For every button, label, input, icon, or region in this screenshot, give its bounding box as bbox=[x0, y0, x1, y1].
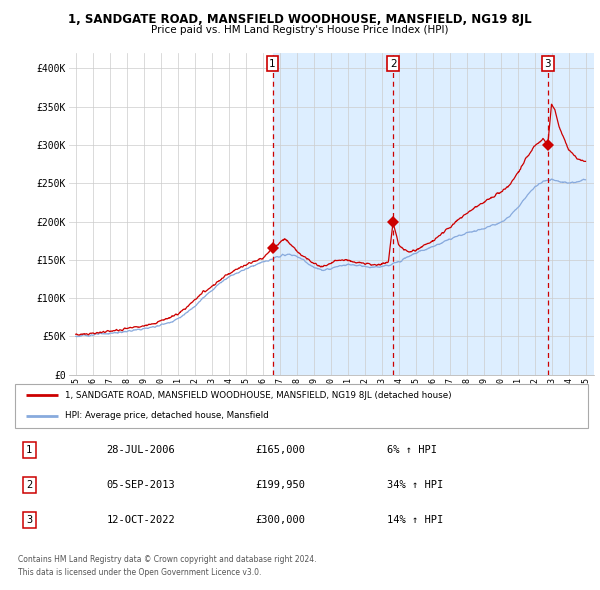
Text: 05-SEP-2013: 05-SEP-2013 bbox=[107, 480, 175, 490]
Bar bbox=[272, 53, 393, 375]
Bar bbox=[548, 53, 594, 375]
FancyBboxPatch shape bbox=[15, 384, 588, 428]
Text: £199,950: £199,950 bbox=[256, 480, 305, 490]
Text: 12-OCT-2022: 12-OCT-2022 bbox=[107, 515, 175, 525]
Text: Contains HM Land Registry data © Crown copyright and database right 2024.: Contains HM Land Registry data © Crown c… bbox=[18, 555, 317, 563]
Bar bbox=[393, 53, 548, 375]
Text: 28-JUL-2006: 28-JUL-2006 bbox=[107, 445, 175, 455]
Text: 2: 2 bbox=[390, 59, 397, 69]
Text: 2: 2 bbox=[26, 480, 32, 490]
Text: Price paid vs. HM Land Registry's House Price Index (HPI): Price paid vs. HM Land Registry's House … bbox=[151, 25, 449, 35]
Text: 3: 3 bbox=[26, 515, 32, 525]
Text: 3: 3 bbox=[545, 59, 551, 69]
Text: 1, SANDGATE ROAD, MANSFIELD WOODHOUSE, MANSFIELD, NG19 8JL (detached house): 1, SANDGATE ROAD, MANSFIELD WOODHOUSE, M… bbox=[65, 391, 452, 400]
Text: 14% ↑ HPI: 14% ↑ HPI bbox=[388, 515, 444, 525]
Text: This data is licensed under the Open Government Licence v3.0.: This data is licensed under the Open Gov… bbox=[18, 568, 262, 576]
Text: 1: 1 bbox=[26, 445, 32, 455]
Text: £165,000: £165,000 bbox=[256, 445, 305, 455]
Text: 1, SANDGATE ROAD, MANSFIELD WOODHOUSE, MANSFIELD, NG19 8JL: 1, SANDGATE ROAD, MANSFIELD WOODHOUSE, M… bbox=[68, 13, 532, 26]
Text: HPI: Average price, detached house, Mansfield: HPI: Average price, detached house, Mans… bbox=[65, 411, 269, 420]
Text: £300,000: £300,000 bbox=[256, 515, 305, 525]
Text: 6% ↑ HPI: 6% ↑ HPI bbox=[388, 445, 437, 455]
Text: 1: 1 bbox=[269, 59, 276, 69]
Text: 34% ↑ HPI: 34% ↑ HPI bbox=[388, 480, 444, 490]
